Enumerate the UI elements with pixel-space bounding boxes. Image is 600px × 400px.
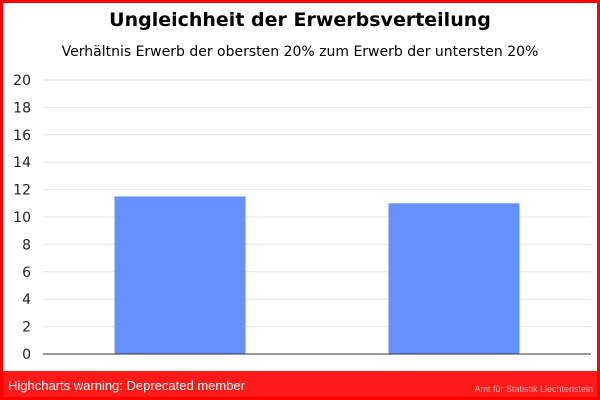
bar-2021[interactable]	[114, 196, 246, 354]
y-tick-label: 6	[22, 265, 31, 281]
highcharts-warning-bar: Highcharts warning: Deprecated member	[3, 371, 597, 397]
y-tick-label: 14	[13, 155, 31, 171]
y-tick-label: 16	[13, 128, 31, 144]
y-axis-labels: 0 2 4 6 8 10 12 14 16 18 20	[13, 73, 31, 363]
y-tick-label: 4	[22, 292, 31, 308]
y-tick-label: 2	[22, 320, 31, 336]
y-tick-label: 18	[13, 100, 31, 116]
chart-subtitle: Verhältnis Erwerb der obersten 20% zum E…	[61, 44, 539, 60]
chart-credits[interactable]: Amt für Statistik Liechtenstein	[474, 384, 593, 394]
chart-title: Ungleichheit der Erwerbsverteilung	[109, 9, 491, 31]
y-tick-label: 12	[13, 183, 31, 199]
y-tick-label: 20	[13, 73, 31, 89]
bar-2022[interactable]	[388, 203, 520, 354]
y-tick-label: 8	[22, 237, 31, 253]
bars	[114, 196, 520, 354]
y-tick-label: 0	[22, 347, 31, 363]
y-tick-label: 10	[13, 210, 31, 226]
